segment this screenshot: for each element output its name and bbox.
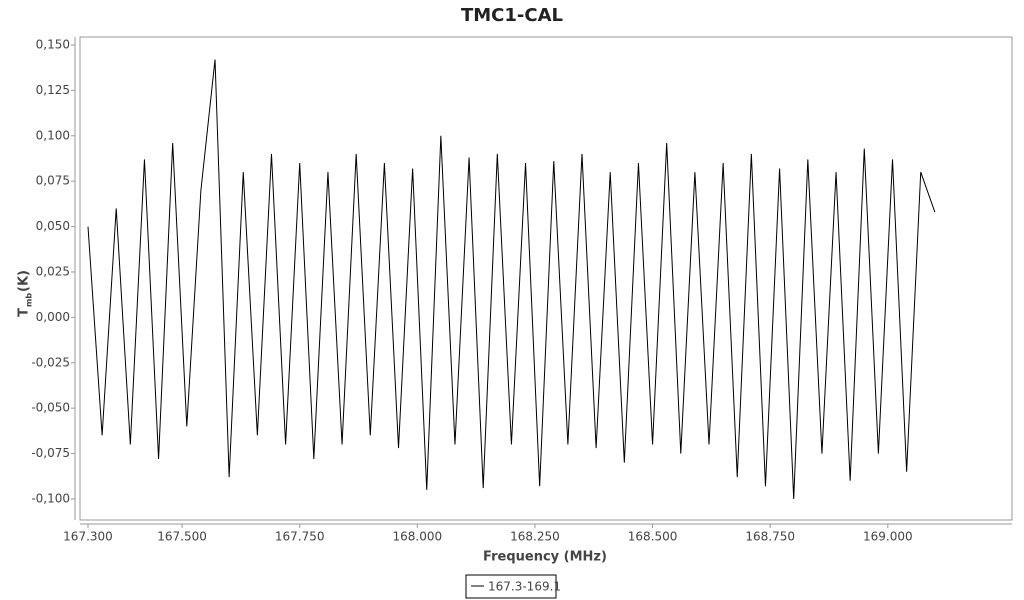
x-tick-label: 168.500 — [628, 530, 678, 544]
y-tick-label: 0,025 — [36, 264, 70, 278]
x-tick-label: 167.500 — [157, 530, 207, 544]
x-axis-title: Frequency (MHz) — [483, 550, 607, 565]
y-axis-title-main: T — [17, 308, 32, 317]
legend-box — [465, 574, 557, 599]
y-tick-label: -0,025 — [31, 355, 70, 369]
plot-border — [79, 36, 1013, 521]
y-axis-title-unit: (K) — [17, 270, 32, 292]
y-tick-label: -0,075 — [31, 446, 70, 460]
x-tick-label: 168.750 — [745, 530, 795, 544]
series-line — [87, 59, 936, 499]
y-tick-label: 0,150 — [36, 37, 70, 51]
x-tick-label: 167.750 — [275, 530, 325, 544]
y-axis-title-sub: mb — [25, 293, 34, 307]
y-tick-label: -0,050 — [31, 401, 70, 415]
y-tick-label: 0,075 — [36, 174, 70, 188]
y-tick-label: -0,100 — [31, 491, 70, 505]
y-axis-title: T mb (K) — [17, 270, 34, 317]
x-tick-label: 168.000 — [393, 530, 443, 544]
x-tick-label: 169.000 — [863, 530, 913, 544]
y-tick-label: 0,000 — [36, 310, 70, 324]
y-tick-label: 0,050 — [36, 219, 70, 233]
y-tick-label: 0,125 — [36, 83, 70, 97]
legend-label: 167.3-169.1 — [488, 580, 561, 594]
x-tick-label: 167.300 — [63, 530, 113, 544]
chart-title: TMC1-CAL — [461, 5, 563, 26]
x-tick-label: 168.250 — [510, 530, 560, 544]
y-tick-label: 0,100 — [36, 128, 70, 142]
